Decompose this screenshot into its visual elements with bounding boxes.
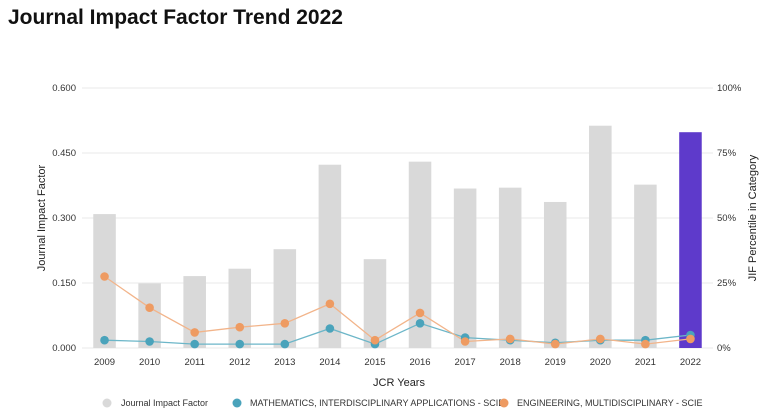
series-0-point-2012 <box>235 339 245 349</box>
y-axis-right-ticks: 0% 25% 50% 75% 100% <box>717 83 742 354</box>
legend-label-math: MATHEMATICS, INTERDISCIPLINARY APPLICATI… <box>250 398 504 408</box>
x-tick-label: 2013 <box>274 357 295 368</box>
bar-2022 <box>679 132 702 348</box>
series-1-point-2012 <box>235 322 245 332</box>
x-tick-label: 2010 <box>139 357 160 368</box>
x-tick-label: 2022 <box>680 357 701 368</box>
series-0-point-2016 <box>415 319 425 328</box>
series-0-point-2009 <box>100 335 109 345</box>
bar-2016 <box>408 161 432 348</box>
series-0-point-2010 <box>145 337 154 346</box>
x-tick-label: 2017 <box>455 357 476 368</box>
x-tick-label: 2016 <box>409 357 430 368</box>
bar-2011 <box>183 276 206 348</box>
series-0-point-2014 <box>325 324 335 333</box>
y2-tick-label: 100% <box>717 83 742 94</box>
series-1-point-2014 <box>325 299 335 309</box>
x-tick-label: 2009 <box>94 357 115 368</box>
legend: Journal Impact Factor MATHEMATICS, INTER… <box>102 398 703 408</box>
series-line-1 <box>104 275 691 345</box>
series-line-0 <box>104 322 691 345</box>
series-1-point-2021 <box>641 339 650 349</box>
y2-tick-label: 50% <box>717 213 737 224</box>
grid-lines <box>82 87 713 349</box>
x-axis-title: JCR Years <box>373 377 425 389</box>
legend-label-jif: Journal Impact Factor <box>121 398 208 408</box>
bar-2012 <box>228 268 252 348</box>
series-1-point-2009 <box>100 272 109 281</box>
bar-2010 <box>138 283 161 348</box>
bar-2017 <box>453 188 477 348</box>
y-axis-right-title: JIF Percentile in Category <box>747 154 759 281</box>
x-tick-label: 2012 <box>229 357 250 368</box>
legend-marker-eng <box>499 398 509 408</box>
legend-label-eng: ENGINEERING, MULTIDISCIPLINARY - SCIE <box>517 398 703 408</box>
point-markers <box>100 272 695 349</box>
legend-marker-jif <box>102 398 112 408</box>
series-1-point-2013 <box>280 319 290 328</box>
y-tick-label: 0.600 <box>52 83 76 94</box>
y-tick-label: 0.150 <box>52 278 76 289</box>
y-tick-label: 0.300 <box>52 213 76 224</box>
page-title: Journal Impact Factor Trend 2022 <box>8 6 343 29</box>
series-1-point-2020 <box>596 334 605 344</box>
series-1-point-2018 <box>505 334 515 344</box>
bar-2013 <box>273 249 297 348</box>
x-tick-label: 2018 <box>500 357 521 368</box>
x-tick-label: 2020 <box>590 357 611 368</box>
series-0-point-2011 <box>190 339 199 349</box>
bar-2015 <box>363 259 387 348</box>
y2-tick-label: 75% <box>717 148 737 159</box>
x-tick-label: 2014 <box>319 357 340 368</box>
series-1-point-2017 <box>460 337 470 346</box>
y2-tick-label: 25% <box>717 278 737 289</box>
bar-2014 <box>318 164 342 348</box>
y-tick-label: 0.450 <box>52 148 76 159</box>
series-0-point-2013 <box>280 339 290 349</box>
series-1-point-2019 <box>550 339 560 349</box>
bar-2020 <box>589 125 612 348</box>
line-series <box>104 275 691 345</box>
series-1-point-2016 <box>415 308 425 318</box>
x-tick-label: 2015 <box>364 357 385 368</box>
x-axis-ticks: 2009 2010 2011 2012 2013 2014 2015 2016 2017 2018… <box>94 357 701 368</box>
y-axis-left-title: Journal Impact Factor <box>36 164 48 271</box>
x-tick-label: 2021 <box>635 357 656 368</box>
legend-marker-math <box>232 398 242 408</box>
series-1-point-2022 <box>686 334 695 344</box>
bar-2019 <box>543 201 567 348</box>
bar-2021 <box>634 184 657 348</box>
y-tick-label: 0.000 <box>52 343 76 354</box>
x-tick-label: 2019 <box>545 357 566 368</box>
series-1-point-2015 <box>370 335 380 345</box>
series-1-point-2010 <box>145 303 154 313</box>
bar-2009 <box>93 214 116 348</box>
bar-2018 <box>498 187 522 348</box>
y-axis-left-ticks: 0.000 0.150 0.300 0.450 0.600 <box>52 83 76 354</box>
y2-tick-label: 0% <box>717 343 731 354</box>
bar-series <box>93 125 702 348</box>
series-1-point-2011 <box>190 328 199 337</box>
x-tick-label: 2011 <box>184 357 204 368</box>
